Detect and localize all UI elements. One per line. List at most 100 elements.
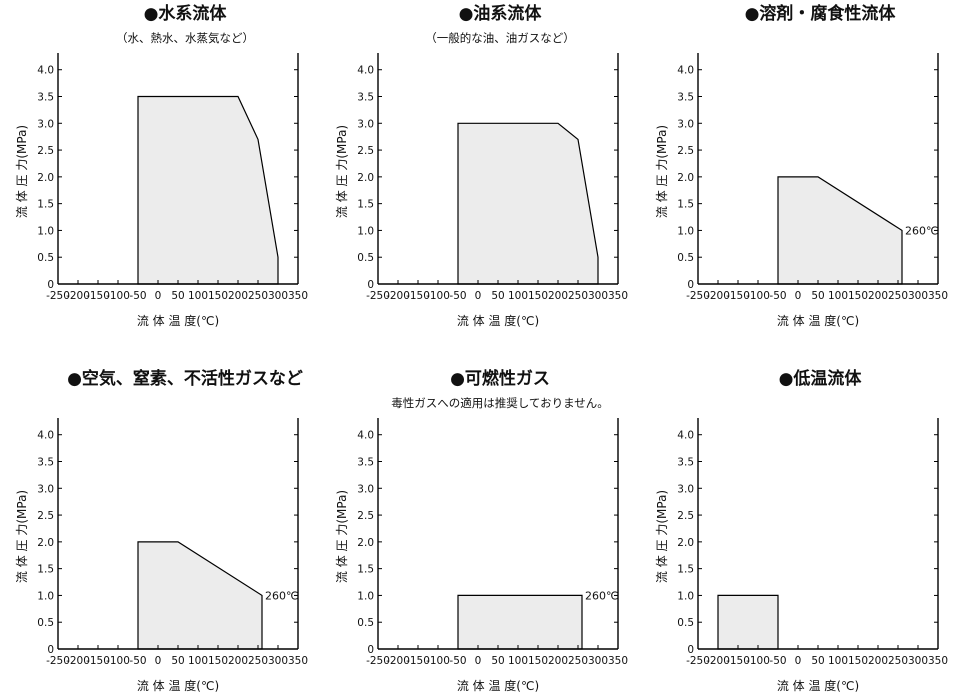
y-tick-label: 0 bbox=[687, 279, 694, 291]
chart-subtitle: （一般的な油、油ガスなど） bbox=[425, 31, 575, 45]
x-tick-label: 100 bbox=[828, 290, 848, 302]
x-tick-label: 200 bbox=[548, 655, 568, 667]
y-tick-label: 3.5 bbox=[37, 92, 54, 104]
y-tick-label: 0 bbox=[367, 279, 374, 291]
x-tick-label: -250 bbox=[686, 290, 710, 302]
x-tick-label: -250 bbox=[366, 290, 390, 302]
y-tick-label: 0 bbox=[47, 279, 54, 291]
chart-title: ●水系流体 bbox=[144, 3, 228, 24]
y-axis-label: 流 体 圧 力(MPa) bbox=[335, 125, 349, 218]
chart-panel: ●水系流体 （水、熱水、水蒸気など） 0 0.5 1.0 1.5 2.0 2.5 3.0 3.5 4… bbox=[15, 3, 308, 328]
x-tick-label: -150 bbox=[726, 655, 750, 667]
x-tick-label: -50 bbox=[449, 655, 466, 667]
x-tick-label: 350 bbox=[928, 655, 948, 667]
chart-panel: ●空気、窒素、不活性ガスなど 0 0.5 1.0 1.5 2.0 2.5 3.0 3.5 4.0 -… bbox=[15, 368, 308, 693]
x-tick-label: 350 bbox=[608, 290, 628, 302]
x-tick-label: 50 bbox=[491, 655, 504, 667]
chart-panel: ●溶剤・腐食性流体 0 0.5 1.0 1.5 2.0 2.5 3.0 3.5 4.0 -250-2… bbox=[655, 3, 948, 328]
y-tick-label: 1.5 bbox=[677, 564, 694, 576]
x-tick-label: 350 bbox=[288, 655, 308, 667]
x-tick-label: -250 bbox=[686, 655, 710, 667]
y-tick-label: 2.5 bbox=[677, 145, 694, 157]
x-tick-label: 300 bbox=[908, 290, 928, 302]
y-tick-label: 3.5 bbox=[677, 92, 694, 104]
y-tick-label: 2.0 bbox=[677, 172, 694, 184]
y-tick-label: 3.0 bbox=[677, 118, 694, 130]
x-tick-label: 100 bbox=[828, 655, 848, 667]
x-tick-label: -100 bbox=[426, 290, 450, 302]
y-tick-label: 3.0 bbox=[37, 483, 54, 495]
y-tick-label: 4.0 bbox=[357, 65, 374, 77]
x-tick-label: 100 bbox=[188, 290, 208, 302]
x-tick-label: -50 bbox=[129, 290, 146, 302]
x-tick-label: 150 bbox=[528, 290, 548, 302]
x-tick-label: 50 bbox=[171, 655, 184, 667]
y-tick-label: 3.5 bbox=[357, 457, 374, 469]
x-axis-label: 流 体 温 度(℃) bbox=[137, 313, 219, 328]
y-tick-label: 1.5 bbox=[37, 199, 54, 211]
x-tick-label: 300 bbox=[588, 655, 608, 667]
operating-region bbox=[777, 176, 903, 285]
x-axis-label: 流 体 温 度(℃) bbox=[777, 313, 859, 328]
y-tick-label: 2.5 bbox=[37, 145, 54, 157]
x-tick-label: 250 bbox=[888, 655, 908, 667]
x-tick-label: -150 bbox=[86, 290, 110, 302]
temperature-annotation: 260℃ bbox=[585, 589, 618, 602]
x-tick-label: 200 bbox=[548, 290, 568, 302]
x-tick-label: 300 bbox=[268, 290, 288, 302]
x-tick-label: 300 bbox=[588, 290, 608, 302]
x-tick-label: 200 bbox=[868, 655, 888, 667]
y-tick-label: 0 bbox=[687, 644, 694, 656]
x-tick-label: 300 bbox=[268, 655, 288, 667]
chart-title: ●溶剤・腐食性流体 bbox=[745, 3, 897, 24]
x-tick-label: 100 bbox=[188, 655, 208, 667]
operating-region bbox=[457, 594, 583, 650]
y-tick-label: 1.0 bbox=[357, 590, 374, 602]
x-tick-label: 150 bbox=[208, 655, 228, 667]
x-tick-label: 200 bbox=[868, 290, 888, 302]
x-tick-label: 50 bbox=[491, 290, 504, 302]
x-tick-label: 250 bbox=[568, 290, 588, 302]
chart-title: ●空気、窒素、不活性ガスなど bbox=[67, 368, 303, 389]
y-tick-label: 0.5 bbox=[37, 617, 54, 629]
operating-region bbox=[457, 122, 599, 285]
x-tick-label: -100 bbox=[746, 655, 770, 667]
x-tick-label: 150 bbox=[848, 655, 868, 667]
chart-title: ●低温流体 bbox=[779, 368, 863, 389]
y-tick-label: 2.0 bbox=[677, 537, 694, 549]
x-tick-label: 250 bbox=[248, 655, 268, 667]
y-tick-label: 2.5 bbox=[37, 510, 54, 522]
x-tick-label: -250 bbox=[46, 290, 70, 302]
y-tick-label: 2.5 bbox=[357, 510, 374, 522]
x-tick-label: 100 bbox=[508, 290, 528, 302]
x-tick-label: 50 bbox=[811, 655, 824, 667]
x-tick-label: 350 bbox=[928, 290, 948, 302]
y-tick-label: 0.5 bbox=[677, 617, 694, 629]
temperature-annotation: 260℃ bbox=[905, 224, 938, 237]
temperature-annotation: 260℃ bbox=[265, 589, 298, 602]
x-tick-label: 350 bbox=[608, 655, 628, 667]
x-tick-label: -150 bbox=[406, 655, 430, 667]
y-tick-label: 2.0 bbox=[357, 537, 374, 549]
x-tick-label: -100 bbox=[106, 655, 130, 667]
y-tick-label: 1.0 bbox=[37, 225, 54, 237]
y-tick-label: 4.0 bbox=[677, 430, 694, 442]
x-tick-label: -150 bbox=[406, 290, 430, 302]
y-tick-label: 4.0 bbox=[677, 65, 694, 77]
x-tick-label: 100 bbox=[508, 655, 528, 667]
y-tick-label: 1.5 bbox=[357, 199, 374, 211]
x-tick-label: -100 bbox=[426, 655, 450, 667]
y-tick-label: 3.5 bbox=[37, 457, 54, 469]
y-tick-label: 0 bbox=[47, 644, 54, 656]
x-tick-label: -200 bbox=[386, 290, 410, 302]
x-tick-label: 200 bbox=[228, 655, 248, 667]
operating-region bbox=[137, 541, 263, 650]
x-tick-label: -150 bbox=[726, 290, 750, 302]
operating-region bbox=[717, 594, 779, 650]
x-tick-label: 0 bbox=[795, 290, 802, 302]
y-tick-label: 1.0 bbox=[357, 225, 374, 237]
y-tick-label: 2.5 bbox=[357, 145, 374, 157]
